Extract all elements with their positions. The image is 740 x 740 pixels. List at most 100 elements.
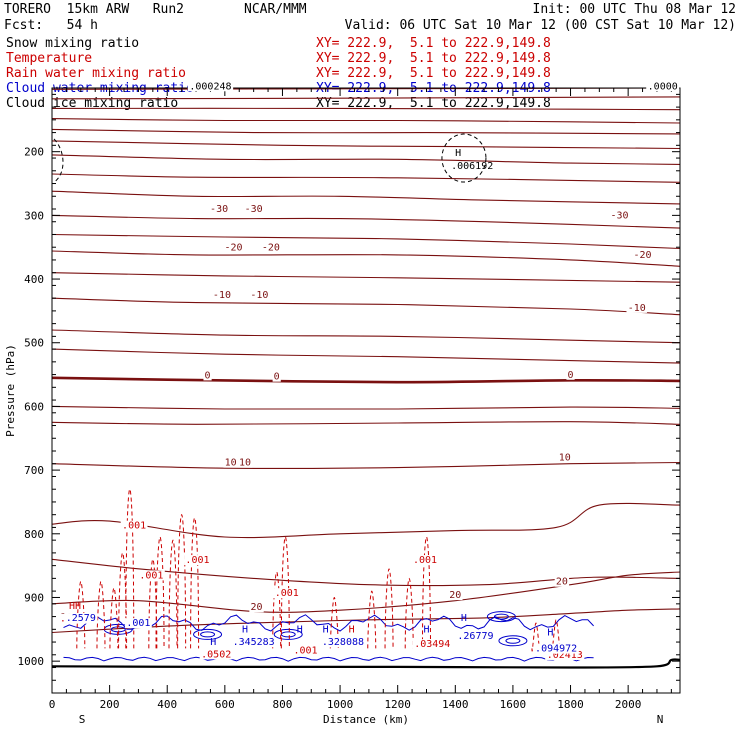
isotherm-label: 10 <box>559 453 571 464</box>
x-tick-label: 1800 <box>557 698 584 711</box>
high-marker: H <box>210 637 216 648</box>
rain-water-label-bg <box>411 555 439 566</box>
rain-water-contour <box>96 581 106 649</box>
rain-water-label: .001 <box>413 555 437 566</box>
isotherm-line <box>51 233 681 250</box>
high-marker-value: .006192 <box>451 161 493 172</box>
snow-contour <box>53 138 64 183</box>
isotherm-line <box>51 558 681 587</box>
rain-water-label: .001 <box>122 521 146 532</box>
rain-water-label: .001 <box>275 588 299 599</box>
rain-water-label-bg <box>137 570 165 581</box>
x-tick-label: 200 <box>100 698 120 711</box>
rain-water-contour <box>168 539 178 649</box>
isotherm-label-bg <box>203 370 212 381</box>
cloud-water-label-bg <box>230 637 277 648</box>
isotherm-label: -30 <box>210 204 228 215</box>
isotherm-label-bg <box>272 371 281 382</box>
cloud-water-label: .26779 <box>457 631 493 642</box>
isotherm-label-bg <box>626 302 648 313</box>
legend-range-snow: XY= 222.9, 5.1 to 222.9,149.8 <box>316 36 551 51</box>
rain-water-contour <box>177 514 187 649</box>
isotherm-label: 0 <box>205 370 211 381</box>
north-endpoint-label: N <box>657 713 664 726</box>
cloud-water-label-bg <box>64 613 98 624</box>
y-tick-label: 800 <box>24 528 44 541</box>
isotherm-label-bg <box>260 242 282 253</box>
rain-water-label-bg <box>184 555 211 566</box>
y-tick-label: 200 <box>24 146 44 159</box>
cloud-water-cell-contour <box>280 631 296 638</box>
isotherm-label: 20 <box>251 602 263 613</box>
cloud-water-cell-contour <box>493 613 509 620</box>
y-tick-label: 400 <box>24 273 44 286</box>
isotherm-line <box>51 96 681 100</box>
rain-water-contour <box>384 568 394 649</box>
isotherm-label: 20 <box>449 590 461 601</box>
isotherm-label: -10 <box>628 303 646 314</box>
isotherm-label: 20 <box>556 577 568 588</box>
legend-name-snow: Snow mixing ratio <box>6 36 140 51</box>
isotherm-label: -20 <box>262 242 280 253</box>
y-tick-label: 1000 <box>18 655 45 668</box>
cloud-water-label: .2579 <box>66 613 96 624</box>
x-tick-label: 1600 <box>500 698 527 711</box>
isotherm-line <box>51 608 681 634</box>
isotherm-label: -20 <box>224 242 242 253</box>
isotherm-line <box>51 140 681 150</box>
rain-water-label-bg <box>292 645 319 656</box>
south-endpoint-label: S <box>79 713 86 726</box>
x-tick-label: 600 <box>215 698 235 711</box>
isotherm-label-bg <box>632 250 653 261</box>
cloud-water-cell-contour <box>505 637 521 644</box>
cloud-water-label: .328088 <box>322 637 364 648</box>
isotherm-label: -20 <box>634 250 652 261</box>
x-tick-label: 0 <box>49 698 56 711</box>
isotherm-label-bg <box>208 204 230 215</box>
y-tick-label: 600 <box>24 400 44 413</box>
high-marker: H <box>547 628 553 639</box>
isotherm-label-bg <box>557 452 572 463</box>
top-boundary-label-bg <box>187 81 234 92</box>
legend-name-temperature: Temperature <box>6 51 93 66</box>
snow-contour <box>441 133 487 183</box>
rain-water-contour <box>190 517 200 649</box>
legend-range-cloud-ice: XY= 222.9, 5.1 to 222.9,149.8 <box>316 96 551 111</box>
rain-water-contour <box>367 590 377 649</box>
isotherm-line <box>51 272 681 283</box>
x-tick-label: 1200 <box>384 698 411 711</box>
y-tick-label: 700 <box>24 464 44 477</box>
cloud-water-base-contour <box>63 656 594 662</box>
rain-water-label: .03494 <box>414 639 450 650</box>
cloud-water-label: .094972 <box>535 644 577 655</box>
rain-water-label-bg <box>545 649 585 660</box>
rain-water-label-bg <box>412 639 452 650</box>
isotherm-label-bg <box>223 242 244 253</box>
rain-water-label-bg <box>199 649 233 660</box>
isotherm-label-bg <box>211 290 233 301</box>
y-tick-label: 900 <box>24 591 44 604</box>
high-marker: H <box>461 613 467 624</box>
x-tick-label: 400 <box>157 698 177 711</box>
isotherm-label-bg <box>237 457 253 468</box>
isotherm-label: 0 <box>274 372 280 383</box>
init-time: Init: 00 UTC Thu 08 Mar 12 <box>532 2 737 17</box>
rain-water-label: .02413 <box>547 650 583 661</box>
isotherm-label-bg <box>223 457 238 468</box>
cloud-water-cell-contour <box>193 628 223 640</box>
y-tick-label: 500 <box>24 337 44 350</box>
x-tick-label: 1000 <box>327 698 354 711</box>
isotherm-line <box>51 421 681 425</box>
cloud-water-top-contour <box>63 614 594 632</box>
isotherm-line <box>51 329 681 344</box>
org-label: NCAR/MMM <box>244 2 307 17</box>
legend-name-cloud-ice: Cloud ice mixing ratio <box>6 96 179 111</box>
rain-water-contour <box>421 536 431 649</box>
isotherm-label-bg <box>249 602 264 613</box>
isotherm-label-bg <box>554 576 570 587</box>
x-tick-label: 1400 <box>442 698 469 711</box>
valid-time: Valid: 06 UTC Sat 10 Mar 12 (00 CST Sat … <box>344 18 736 33</box>
x-tick-label: 2000 <box>615 698 642 711</box>
isotherm-label: -10 <box>213 290 231 301</box>
